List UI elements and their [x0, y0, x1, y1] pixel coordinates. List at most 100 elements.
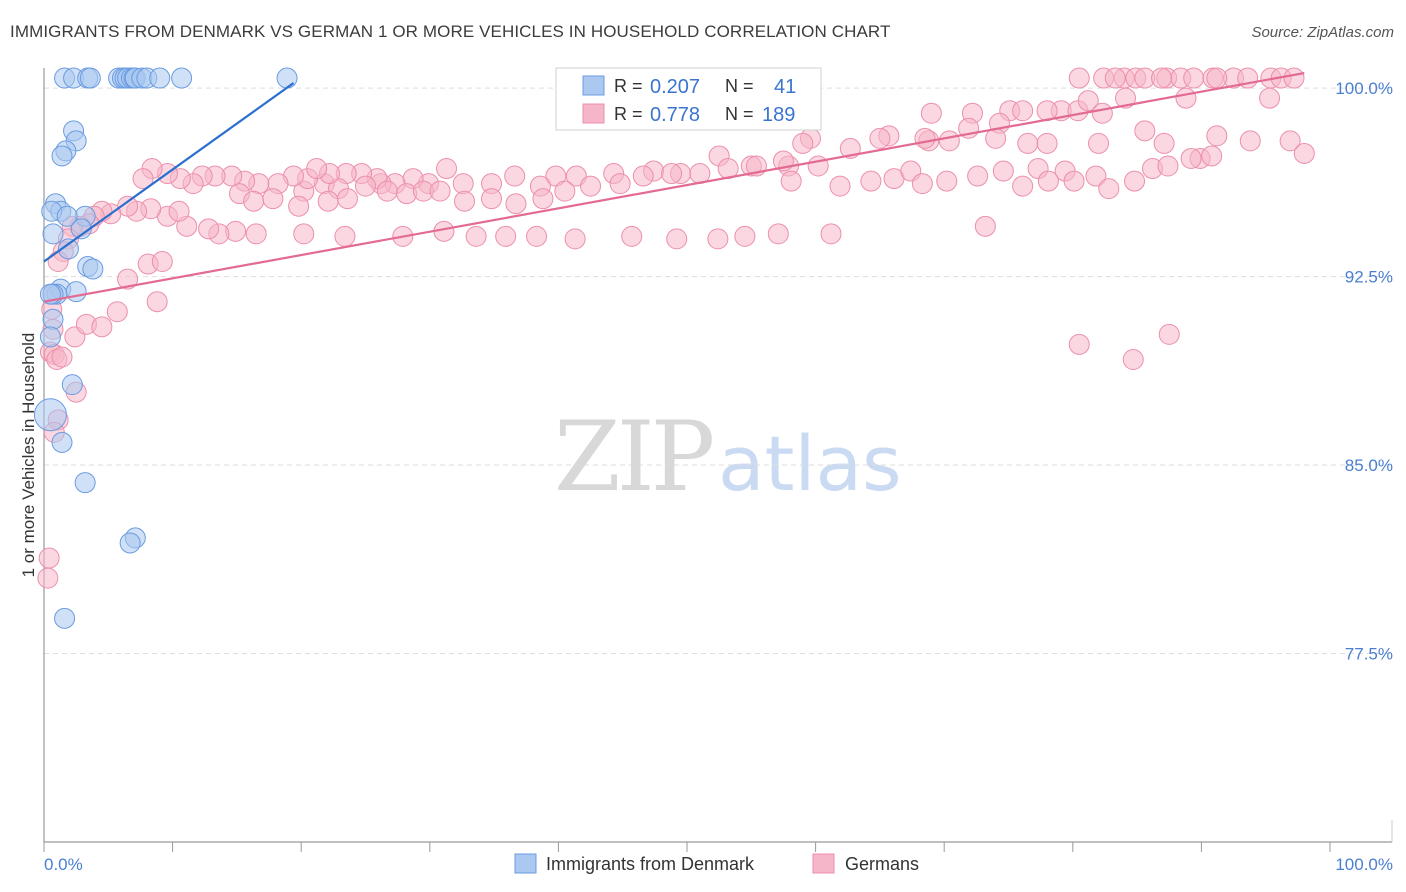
germans-point [1239, 130, 1261, 152]
bottom-legend-label-germans: Germans [845, 854, 919, 874]
germans-point [106, 301, 128, 323]
germans-point [1206, 67, 1228, 89]
axes [43, 68, 1393, 852]
germans-point [860, 170, 882, 192]
germans-point [288, 195, 310, 217]
denmark-point [119, 532, 141, 554]
germans-point [1091, 102, 1113, 124]
germans-point [262, 188, 284, 210]
germans-point [1012, 175, 1034, 197]
watermark-zip: ZIP [554, 401, 713, 513]
germans-point [1201, 145, 1223, 167]
denmark-point [149, 67, 171, 89]
y-tick-label: 100.0% [1335, 79, 1393, 98]
germans-point [1068, 333, 1090, 355]
germans-point [974, 215, 996, 237]
watermark: ZIP atlas [554, 401, 902, 513]
legend-n-label-2: N = [725, 104, 754, 124]
x-tick-label-max: 100.0% [1335, 855, 1393, 874]
germans-point [820, 223, 842, 245]
germans-point [792, 132, 814, 154]
germans-point [1077, 90, 1099, 112]
germans-point [666, 228, 688, 250]
germans-point [168, 200, 190, 222]
germans-point [1068, 67, 1090, 89]
germans-point [920, 102, 942, 124]
germans-point [1259, 87, 1281, 109]
germans-point [1183, 67, 1205, 89]
denmark-point [74, 472, 96, 494]
germans-point [37, 567, 59, 589]
correlation-legend: R = 0.207 N = 41 R = 0.778 N = 189 [555, 67, 822, 131]
germans-point [1153, 132, 1175, 154]
germans-point [465, 225, 487, 247]
legend-r-value-1: 0.207 [650, 76, 700, 98]
germans-point [554, 180, 576, 202]
denmark-point [33, 398, 67, 432]
denmark-point [79, 67, 101, 89]
germans-point [1175, 87, 1197, 109]
bottom-legend-label-denmark: Immigrants from Denmark [546, 854, 755, 874]
germans-point [1017, 132, 1039, 154]
germans-point [245, 223, 267, 245]
germans-point [505, 193, 527, 215]
y-tick-label: 92.5% [1345, 268, 1393, 287]
trendlines [43, 71, 1305, 303]
germans-point [1115, 87, 1137, 109]
germans-point [495, 225, 517, 247]
germans-point [376, 180, 398, 202]
denmark-point [51, 145, 73, 167]
bottom-legend-swatch-pink [812, 853, 835, 874]
germans-point [992, 160, 1014, 182]
legend-n-value-2: 189 [762, 104, 795, 126]
germans-point [1283, 67, 1305, 89]
series-denmark-points [33, 67, 298, 629]
germans-point [661, 163, 683, 185]
germans-point [564, 228, 586, 250]
denmark-point [171, 67, 193, 89]
germans-point [1012, 100, 1034, 122]
germans-trendline [43, 71, 1305, 303]
y-tick-label: 77.5% [1345, 645, 1393, 664]
germans-point [243, 190, 265, 212]
germans-point [117, 268, 139, 290]
legend-r-label-1: R = [614, 76, 643, 96]
germans-point [132, 168, 154, 190]
germans-point [1122, 349, 1144, 371]
y-tick-label: 85.0% [1345, 456, 1393, 475]
watermark-atlas: atlas [718, 419, 902, 508]
germans-point [911, 173, 933, 195]
germans-point [707, 228, 729, 250]
germans-point [938, 130, 960, 152]
denmark-point [54, 607, 76, 629]
y-tick-labels: 100.0% 92.5% 85.0% 77.5% [1335, 79, 1393, 663]
bottom-legend-swatch-blue [514, 853, 537, 874]
germans-point [734, 225, 756, 247]
germans-point [532, 188, 554, 210]
denmark-trendline [43, 82, 295, 263]
germans-point [481, 188, 503, 210]
germans-point [869, 127, 891, 149]
denmark-point [42, 308, 64, 330]
germans-point [967, 165, 989, 187]
germans-point [336, 188, 358, 210]
germans-point [1085, 165, 1107, 187]
denmark-point [61, 374, 83, 396]
legend-n-value-1: 41 [774, 76, 796, 98]
germans-point [146, 291, 168, 313]
germans-point [429, 180, 451, 202]
germans-point [914, 127, 936, 149]
germans-point [436, 158, 458, 180]
germans-point [580, 175, 602, 197]
germans-point [306, 158, 328, 180]
germans-point [293, 223, 315, 245]
germans-point [1279, 130, 1301, 152]
germans-point [632, 165, 654, 187]
germans-point [780, 170, 802, 192]
germans-point [1158, 323, 1180, 345]
germans-point [198, 218, 220, 240]
legend-swatch-blue [582, 75, 605, 96]
legend-r-label-2: R = [614, 104, 643, 124]
germans-point [1088, 132, 1110, 154]
germans-point [454, 190, 476, 212]
